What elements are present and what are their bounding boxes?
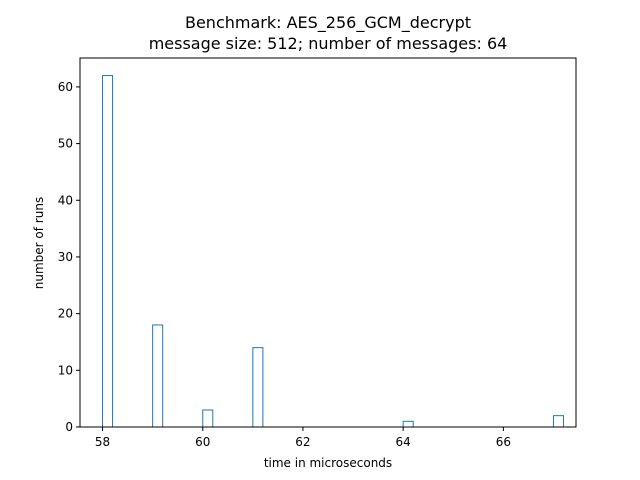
bars-group (102, 75, 564, 428)
chart-title-line-1: Benchmark: AES_256_GCM_decrypt (185, 13, 471, 33)
x-tick-label: 66 (496, 435, 511, 449)
y-tick-label: 0 (65, 420, 73, 434)
y-axis-ticks: 0 10 20 30 40 50 60 (58, 80, 80, 434)
y-tick-label: 30 (58, 250, 73, 264)
y-axis-label: number of runs (32, 197, 46, 289)
histogram-bar-2 (202, 409, 214, 428)
x-tick-label: 64 (396, 435, 411, 449)
histogram-bar-1 (152, 324, 164, 428)
x-axis-label: time in microseconds (264, 456, 392, 470)
y-tick-label: 20 (58, 307, 73, 321)
histogram-bar-5 (552, 415, 564, 428)
y-tick-label: 60 (58, 80, 73, 94)
plot-frame (79, 57, 577, 428)
x-axis-ticks: 58 60 62 64 66 (95, 427, 511, 449)
y-tick-label: 10 (58, 363, 73, 377)
histogram-bar-3 (252, 347, 264, 428)
chart-title-line-2: message size: 512; number of messages: 6… (149, 34, 508, 53)
histogram-bar-0 (102, 75, 114, 428)
x-tick-label: 58 (95, 435, 110, 449)
y-tick-label: 40 (58, 193, 73, 207)
y-tick-label: 50 (58, 137, 73, 151)
histogram-bar-4 (402, 420, 414, 428)
x-tick-label: 62 (295, 435, 310, 449)
x-tick-label: 60 (195, 435, 210, 449)
